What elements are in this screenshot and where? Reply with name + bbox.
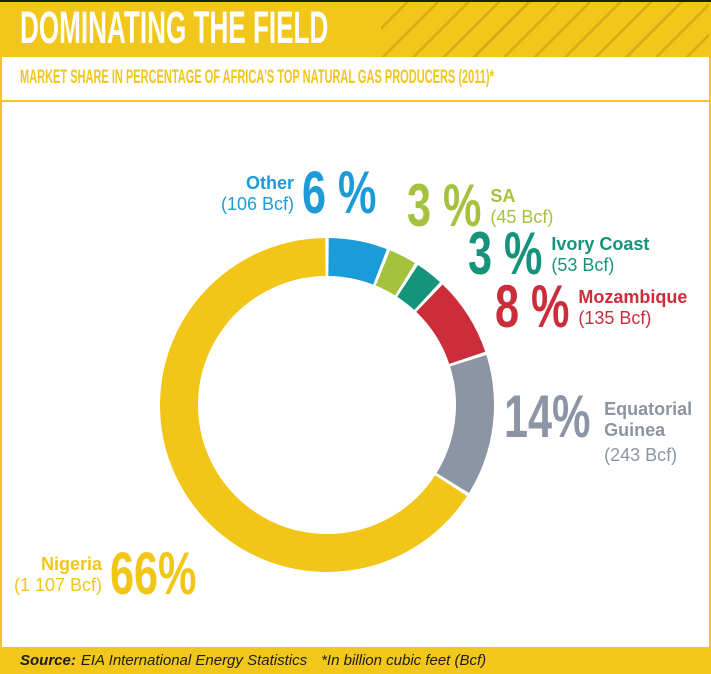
label-ivory-coast: 3 % Ivory Coast (53 Bcf): [468, 220, 649, 287]
sa-value: (45 Bcf): [490, 206, 554, 227]
footnote: *In billion cubic feet (Bcf): [321, 652, 487, 669]
label-mozambique: 8 % Mozambique (135 Bcf): [495, 273, 687, 340]
segment-sa: [375, 250, 416, 296]
mozambique-value: (135 Bcf): [578, 307, 652, 328]
donut-chart: [160, 238, 494, 572]
top-border-line: [0, 0, 711, 2]
segment-nigeria: [160, 238, 468, 572]
equatorial-guinea-name-line2: Guinea: [604, 419, 666, 440]
sa-percent: 3 %: [407, 172, 482, 239]
other-details: Other (106 Bcf): [221, 170, 294, 215]
segment-other: [327, 238, 387, 285]
other-percent: 6 %: [302, 159, 377, 226]
source-label: Source:: [20, 652, 76, 669]
header-diagonal-stripes: [381, 0, 711, 57]
left-border-line: [0, 0, 2, 674]
mozambique-details: Mozambique (135 Bcf): [578, 284, 687, 329]
nigeria-details: Nigeria (1 107 Bcf): [14, 551, 102, 596]
page-title: DOMINATING THE FIELD: [20, 1, 329, 53]
other-name: Other: [246, 173, 295, 193]
equatorial-guinea-name-line1: Equatorial: [604, 399, 693, 419]
other-value: (106 Bcf): [221, 193, 295, 214]
label-other: Other (106 Bcf) 6 %: [221, 159, 405, 226]
nigeria-name: Nigeria: [41, 554, 103, 574]
ivory-coast-percent: 3 %: [468, 220, 543, 287]
header: DOMINATING THE FIELD: [0, 0, 711, 57]
mozambique-percent: 8 %: [495, 273, 570, 340]
label-nigeria: Nigeria (1 107 Bcf) 66%: [14, 540, 230, 607]
segment-equatorial-guinea: [436, 355, 494, 493]
nigeria-value: (1 107 Bcf): [14, 574, 103, 595]
label-sa: 3 % SA (45 Bcf): [407, 172, 553, 239]
source-bar: Source: EIA International Energy Statist…: [0, 647, 711, 674]
sa-details: SA (45 Bcf): [490, 183, 553, 228]
right-border-line: [709, 0, 711, 674]
label-equatorial-guinea: 14% Equatorial Guinea (243 Bcf): [504, 383, 692, 466]
segment-mozambique: [415, 284, 486, 365]
ivory-coast-value: (53 Bcf): [551, 254, 615, 275]
equatorial-guinea-value: (243 Bcf): [604, 444, 678, 465]
segment-ivory-coast: [396, 264, 441, 311]
equatorial-guinea-details: Equatorial Guinea (243 Bcf): [604, 394, 692, 466]
ivory-coast-details: Ivory Coast (53 Bcf): [551, 231, 649, 276]
mozambique-name: Mozambique: [578, 287, 688, 307]
equatorial-guinea-percent: 14%: [504, 383, 591, 450]
nigeria-percent: 66%: [110, 540, 197, 607]
ivory-coast-name: Ivory Coast: [551, 234, 650, 254]
subtitle-bar: MARKET SHARE IN PERCENTAGE OF AFRICA'S T…: [0, 57, 711, 102]
sa-name: SA: [490, 186, 516, 206]
source-text: EIA International Energy Statistics: [80, 652, 308, 669]
chart-subtitle: MARKET SHARE IN PERCENTAGE OF AFRICA'S T…: [20, 66, 494, 88]
